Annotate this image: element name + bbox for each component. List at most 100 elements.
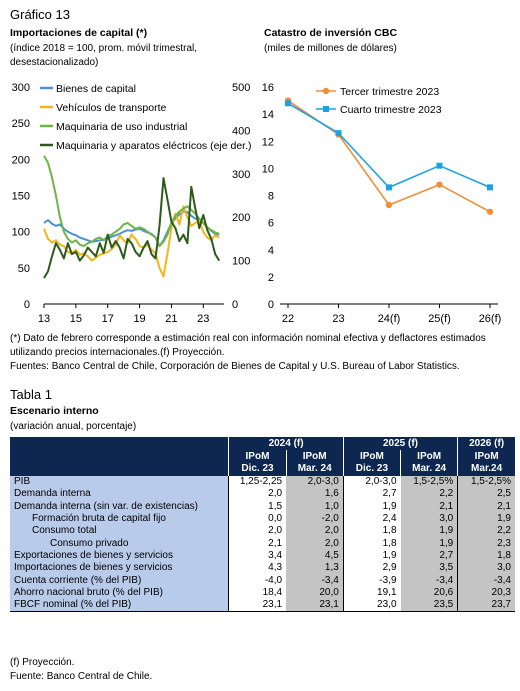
column-header: IPoM Dic. 23 <box>228 450 287 476</box>
y-left-tick-label: 0 <box>24 299 30 311</box>
table-cell: 2,4 <box>342 512 401 526</box>
x-tick-label: 23 <box>197 313 209 325</box>
table-cell: -3,4 <box>286 574 344 587</box>
data-point <box>285 100 291 107</box>
table-cell: 2,2 <box>400 488 458 501</box>
y-tick-label: 16 <box>262 82 274 94</box>
legend-marker <box>322 87 330 95</box>
table-cell: 2,0-3,0 <box>286 476 344 489</box>
table-cell: 2,0-3,0 <box>342 476 401 489</box>
table-cell: 3,5 <box>400 562 458 575</box>
right-chart-subtitle: (miles de millones de dólares) <box>264 43 397 54</box>
table-cell: -2,0 <box>286 512 344 526</box>
right-chart: 0 2 4 6 8 10 12 14 16 22 23 24(f) 25(f) 26(f) Tercer … <box>262 82 502 325</box>
table-cell: 0,0 <box>228 512 287 526</box>
left-chart-subtitle-1: (índice 2018 = 100, prom. móvil trimestr… <box>10 43 198 54</box>
table-cell: 1,6 <box>286 488 344 501</box>
table-footnote: (f) Proyección. <box>10 657 75 668</box>
column-header-line1: IPoM <box>359 451 384 462</box>
y-tick-label: 0 <box>268 299 274 311</box>
y-tick-label: 10 <box>262 163 274 175</box>
table-cell: 2,2 <box>457 525 515 538</box>
table-cell: 1,8 <box>342 537 401 550</box>
table-title: Tabla 1 <box>10 387 52 402</box>
x-tick-label: 21 <box>165 313 177 325</box>
x-tick-label: 24(f) <box>378 313 401 325</box>
y-tick-label: 4 <box>268 245 274 257</box>
left-chart-title: Importaciones de capital (*) <box>10 27 148 39</box>
legend-label: Tercer trimestre 2023 <box>340 86 439 98</box>
figure-note-2: utilizando precios internacionales.(f) P… <box>10 347 225 358</box>
table-cell: 2,1 <box>457 500 515 513</box>
table-cell: 1,9 <box>457 512 515 526</box>
table-subtitle: Escenario interno <box>10 405 99 417</box>
table-cell: 2,7 <box>400 549 458 563</box>
table-cell: 1,8 <box>342 525 401 538</box>
data-point <box>335 130 342 137</box>
table-cell: 3,0 <box>457 562 515 575</box>
figure-sources: Fuentes: Banco Central de Chile, Corpora… <box>10 361 460 372</box>
y-tick-label: 2 <box>268 272 274 284</box>
year-header-2024: 2024 (f) <box>228 437 344 450</box>
row-label: PIB <box>10 476 229 489</box>
y-left-tick-label: 200 <box>12 154 30 166</box>
legend-label: Cuarto trimestre 2023 <box>340 104 442 116</box>
data-point <box>436 181 443 188</box>
table-cell: 2,0 <box>228 525 287 538</box>
table-row: Formación bruta de capital fijo 0,0 -2,0 2,… <box>10 512 515 526</box>
x-tick-label: 23 <box>332 313 344 325</box>
table-cell: 23,5 <box>400 598 458 612</box>
left-chart: 0 50 100 150 200 250 300 0 100 200 300 400 500 13 15 17… <box>12 82 252 325</box>
scenario-table: 2024 (f) 2025 (f) 2026 (f) IPoM Dic. 23 I… <box>10 437 515 612</box>
table-cell: 2,9 <box>342 562 401 575</box>
series-line-veh-culos-de-transporte <box>43 205 220 278</box>
y-tick-label: 8 <box>268 191 274 203</box>
table-cell: 2,1 <box>400 500 458 513</box>
legend-marker <box>323 106 329 112</box>
table-cell: 2,0 <box>286 525 344 538</box>
row-label: FBCF nominal (% del PIB) <box>10 598 229 612</box>
table-row: Consumo total 2,0 2,0 1,8 1,9 2,2 <box>10 525 515 538</box>
column-header: IPoM Mar. 24 <box>285 450 344 476</box>
table-corner-2 <box>10 450 229 476</box>
column-header-line2: Dic. 23 <box>355 463 389 474</box>
year-header-2026: 2026 (f) <box>457 437 515 450</box>
y-right-tick-label: 400 <box>232 125 250 137</box>
table-cell: -3,9 <box>342 574 401 587</box>
table-cell: 20,0 <box>286 586 344 599</box>
y-left-tick-label: 150 <box>12 191 30 203</box>
table-column-header-row: IPoM Dic. 23 IPoM Mar. 24 IPoM Dic. 23 IPoM… <box>10 450 515 476</box>
table-year-header-row: 2024 (f) 2025 (f) 2026 (f) <box>10 437 515 450</box>
table-row: Cuenta corriente (% del PIB) -4,0 -3,4 -3,9… <box>10 574 515 587</box>
column-header-line1: IPoM <box>417 451 442 462</box>
y-right-tick-label: 200 <box>232 212 250 224</box>
y-tick-label: 14 <box>262 109 274 121</box>
data-point <box>385 201 393 209</box>
table-unit: (variación anual, porcentaje) <box>10 421 137 432</box>
table-cell: 1,9 <box>400 537 458 550</box>
column-header-line2: Mar. 24 <box>412 463 447 474</box>
column-header: IPoM Dic. 23 <box>342 450 401 476</box>
table-corner <box>10 437 229 450</box>
x-tick-label: 17 <box>102 313 114 325</box>
table-row: FBCF nominal (% del PIB) 23,1 23,1 23,0 23,5… <box>10 598 515 612</box>
legend-label: Maquinaria de uso industrial <box>56 121 187 133</box>
data-point <box>386 184 392 191</box>
column-header-line2: Mar.24 <box>471 463 503 474</box>
series-line-maquinaria-y-aparatos-el-ctricos-eje-der- <box>43 177 221 279</box>
y-right-tick-label: 0 <box>232 299 238 311</box>
table-cell: 4,5 <box>286 549 344 563</box>
x-tick-label: 22 <box>282 313 294 325</box>
right-chart-title: Catastro de inversión CBC <box>264 27 398 39</box>
table-cell: 2,1 <box>228 537 287 550</box>
y-left-tick-label: 300 <box>12 82 30 94</box>
table-cell: 2,0 <box>286 537 344 550</box>
table-source: Fuente: Banco Central de Chile. <box>10 671 153 682</box>
column-header-line1: IPoM <box>474 451 499 462</box>
row-label: Ahorro nacional bruto (% del PIB) <box>10 586 229 599</box>
table-cell: 20,3 <box>457 586 515 599</box>
column-header-line1: IPoM <box>302 451 327 462</box>
table-cell: 1,8 <box>457 549 515 563</box>
table-cell: -3,4 <box>400 574 458 587</box>
x-tick-label: 26(f) <box>479 313 502 325</box>
